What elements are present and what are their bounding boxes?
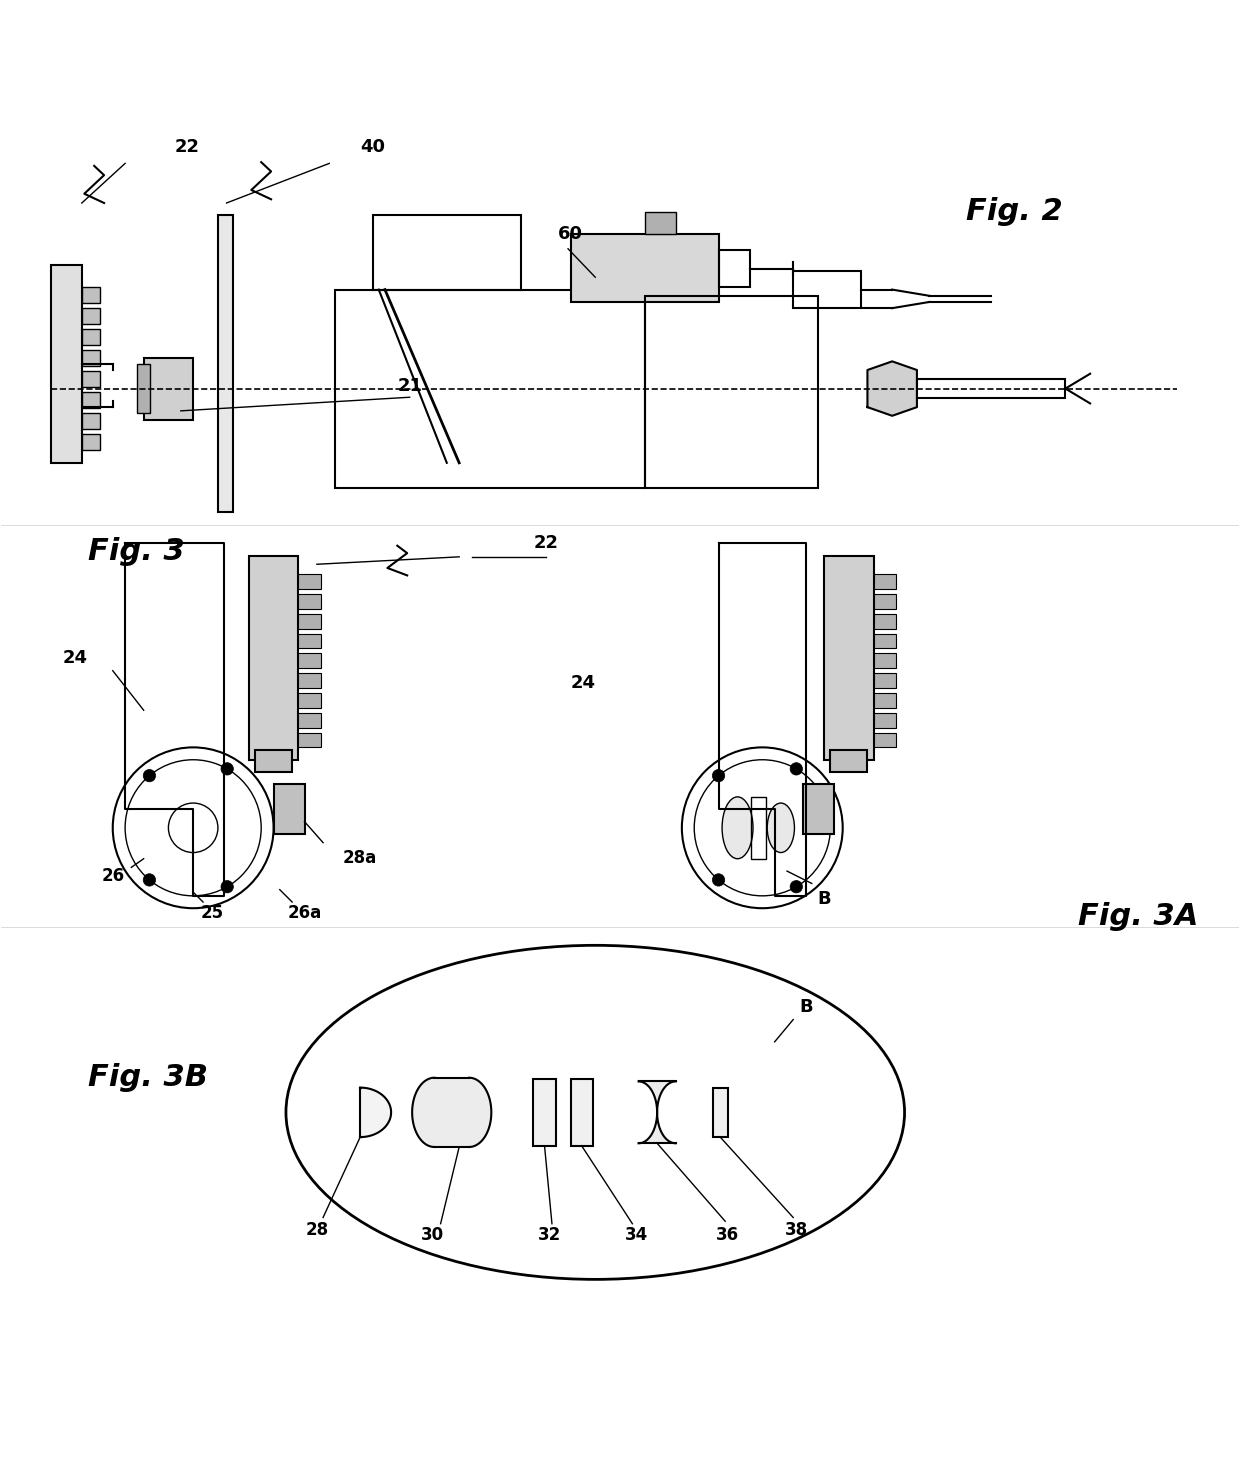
Bar: [144, 357, 193, 419]
Bar: [804, 785, 835, 833]
Text: 24: 24: [570, 673, 595, 692]
Text: 38: 38: [785, 1222, 808, 1239]
Text: 36: 36: [715, 1226, 739, 1244]
Text: 40: 40: [360, 138, 386, 156]
Bar: [299, 653, 321, 669]
Bar: [713, 1088, 728, 1138]
Text: 22: 22: [175, 138, 200, 156]
Circle shape: [144, 769, 155, 782]
Bar: [874, 594, 897, 609]
Polygon shape: [360, 1088, 391, 1138]
Bar: [719, 250, 750, 287]
Bar: [299, 575, 321, 589]
Bar: [82, 329, 100, 345]
Bar: [874, 692, 897, 707]
Bar: [299, 732, 321, 747]
Bar: [916, 379, 1065, 398]
Text: Fig. 3: Fig. 3: [88, 537, 185, 566]
Bar: [138, 365, 150, 413]
Circle shape: [144, 873, 155, 886]
Bar: [372, 216, 521, 290]
Circle shape: [790, 763, 802, 775]
Bar: [794, 270, 862, 309]
Text: B: B: [817, 889, 831, 907]
Text: 26a: 26a: [288, 904, 321, 923]
Text: 60: 60: [558, 225, 583, 243]
Bar: [218, 216, 233, 513]
Circle shape: [221, 881, 233, 892]
Bar: [336, 290, 645, 488]
Text: 26: 26: [102, 867, 124, 885]
Bar: [570, 1079, 593, 1145]
Bar: [299, 614, 321, 629]
Circle shape: [712, 873, 724, 886]
Bar: [82, 434, 100, 450]
Text: 21: 21: [397, 376, 422, 395]
Bar: [874, 634, 897, 648]
Bar: [645, 212, 676, 234]
Text: Fig. 3B: Fig. 3B: [88, 1063, 208, 1092]
Bar: [874, 673, 897, 688]
Bar: [299, 594, 321, 609]
Text: 22: 22: [533, 534, 558, 551]
Text: 34: 34: [625, 1226, 647, 1244]
Circle shape: [221, 763, 233, 775]
Circle shape: [790, 881, 802, 892]
Bar: [82, 350, 100, 366]
Bar: [825, 556, 874, 760]
Bar: [299, 673, 321, 688]
Bar: [299, 713, 321, 728]
Polygon shape: [868, 362, 916, 416]
Text: Fig. 2: Fig. 2: [966, 197, 1063, 226]
Polygon shape: [412, 1078, 491, 1147]
Text: Fig. 3A: Fig. 3A: [1078, 903, 1198, 931]
Bar: [874, 614, 897, 629]
Ellipse shape: [722, 797, 753, 858]
Bar: [831, 750, 868, 772]
Polygon shape: [639, 1082, 676, 1144]
Bar: [299, 634, 321, 648]
Bar: [570, 234, 719, 301]
Bar: [82, 287, 100, 303]
Bar: [249, 556, 299, 760]
Text: 25: 25: [200, 904, 223, 923]
Text: 30: 30: [420, 1226, 444, 1244]
Bar: [533, 1079, 556, 1145]
Ellipse shape: [768, 803, 795, 853]
Bar: [874, 732, 897, 747]
Bar: [874, 713, 897, 728]
Bar: [874, 653, 897, 669]
Bar: [751, 797, 766, 858]
Text: B: B: [800, 998, 813, 1016]
Text: 32: 32: [538, 1226, 562, 1244]
Circle shape: [712, 769, 724, 782]
Text: 24: 24: [63, 648, 88, 667]
Bar: [82, 309, 100, 325]
Bar: [255, 750, 293, 772]
Text: 28: 28: [305, 1222, 329, 1239]
Bar: [274, 785, 305, 833]
Bar: [299, 692, 321, 707]
Bar: [645, 295, 818, 488]
Text: 28a: 28a: [343, 848, 377, 867]
Bar: [82, 392, 100, 409]
Bar: [82, 372, 100, 387]
Bar: [51, 265, 82, 463]
Bar: [82, 413, 100, 429]
Bar: [874, 575, 897, 589]
